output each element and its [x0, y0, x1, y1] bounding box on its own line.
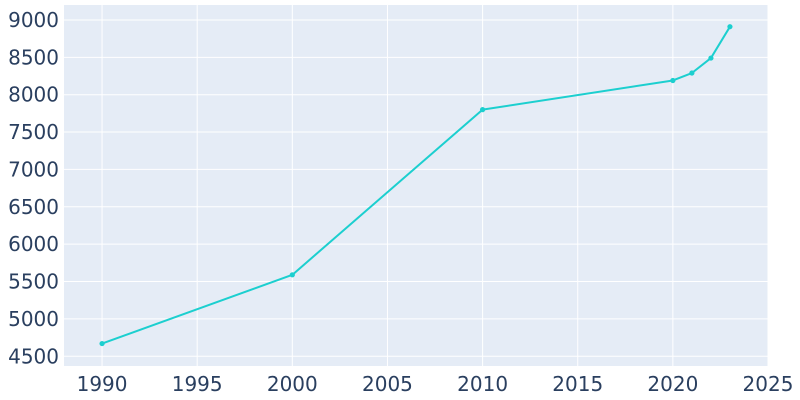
plot-area	[64, 5, 768, 366]
y-tick-label-8500: 8500	[8, 45, 59, 69]
y-tick-label-7000: 7000	[8, 157, 59, 181]
x-tick-label-2020: 2020	[647, 372, 698, 396]
data-point-2022	[708, 55, 714, 61]
data-point-2000	[289, 272, 295, 278]
x-tick-label-1990: 1990	[77, 372, 128, 396]
x-tick-label-2010: 2010	[457, 372, 508, 396]
series-layer	[99, 24, 733, 347]
y-tick-label-6500: 6500	[8, 195, 59, 219]
x-tick-label-2005: 2005	[362, 372, 413, 396]
y-tick-label-6000: 6000	[8, 232, 59, 256]
y-tick-label-7500: 7500	[8, 120, 59, 144]
y-tick-label-5000: 5000	[8, 307, 59, 331]
y-tick-label-8000: 8000	[8, 83, 59, 107]
data-point-2021	[689, 70, 695, 76]
data-point-2023	[727, 24, 733, 30]
x-tick-label-2000: 2000	[267, 372, 318, 396]
y-tick-label-9000: 9000	[8, 8, 59, 32]
x-axis: 1990 1995 2000 2005 2010 2015 2020 2025	[77, 372, 794, 396]
data-point-2010	[479, 107, 486, 113]
gridlines	[64, 5, 769, 366]
data-point-1990	[99, 340, 105, 347]
y-tick-label-4500: 4500	[8, 344, 59, 368]
x-tick-label-2015: 2015	[552, 372, 603, 396]
y-tick-label-5500: 5500	[8, 270, 59, 294]
y-axis: 4500 5000 5500 6000 6500 7000 7500 8000 8500 9000	[8, 8, 59, 368]
x-tick-label-2025: 2025	[743, 372, 794, 396]
x-tick-label-1995: 1995	[172, 372, 223, 396]
data-point-2020	[670, 77, 676, 84]
